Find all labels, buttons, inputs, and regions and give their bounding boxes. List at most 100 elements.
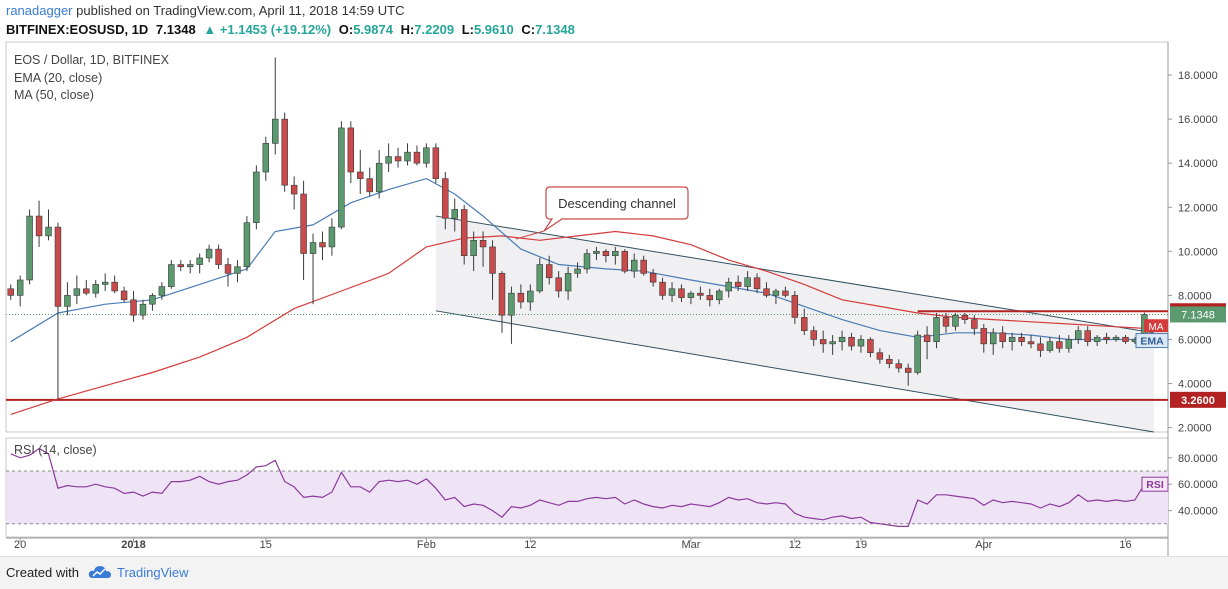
candle-body	[545, 264, 553, 279]
candle-body	[961, 314, 969, 320]
candle-body	[942, 317, 950, 327]
price-chart[interactable]: 18.0000 16.0000 14.0000 12.0000 10.0000 8.000…	[0, 0, 1228, 556]
level-tag	[1170, 391, 1226, 408]
rsi-tick-label: 60.0000	[1178, 479, 1218, 491]
rsi-tag-label: RSI	[1146, 479, 1164, 491]
candle-body	[999, 332, 1006, 342]
open-label: O:	[338, 22, 354, 37]
candle-body	[1093, 336, 1101, 342]
legend-ma: MA (50, close)	[14, 88, 94, 102]
change-value: ▲ +1.1453 (+19.12%)	[203, 22, 332, 37]
candle-body	[385, 156, 392, 164]
footer-bar: Created with TradingView	[0, 556, 1228, 589]
legend-title: EOS / Dollar, 1D, BITFINEX	[14, 53, 169, 67]
candle-body	[120, 290, 128, 301]
author-link[interactable]: ranadagger	[6, 3, 73, 18]
publish-text: published on TradingView.com, April 11, …	[76, 3, 405, 18]
candle-body	[876, 352, 884, 360]
candle-body	[16, 279, 24, 296]
candle-body	[26, 215, 33, 281]
tradingview-brand-link[interactable]: TradingView	[117, 565, 189, 580]
ma-line	[10, 230, 1154, 415]
candle-body	[536, 264, 543, 292]
x-tick-label: Mar	[681, 539, 700, 551]
candle-body	[45, 226, 52, 237]
rsi-tick-label: 40.0000	[1178, 506, 1218, 518]
annotation-text: Descending channel	[558, 196, 676, 211]
legend-ema: EMA (20, close)	[14, 71, 103, 85]
candle-body	[1065, 339, 1073, 349]
candle-body	[952, 314, 959, 327]
ema-tag	[1135, 333, 1169, 349]
candle-body	[64, 295, 71, 307]
candle-body	[989, 332, 997, 345]
candle-body	[7, 288, 14, 296]
high-label: H:	[400, 22, 415, 37]
candle-body	[413, 151, 421, 164]
candle-body	[508, 292, 515, 316]
open-value: 5.9874	[353, 22, 393, 37]
candle-body	[375, 162, 383, 193]
candle-body	[319, 242, 326, 248]
candle-body	[404, 151, 411, 162]
candle-body	[1122, 336, 1129, 342]
last-price-tag-label: 7.1348	[1181, 309, 1215, 321]
candle-body	[470, 240, 477, 257]
x-tick-label: 12	[789, 539, 801, 551]
candle-body	[716, 290, 723, 301]
x-tick-label: Apr	[975, 539, 992, 551]
candle-body	[423, 147, 430, 164]
x-tick-label: 19	[855, 539, 867, 551]
candle-body	[442, 178, 449, 219]
candle-body	[130, 299, 137, 316]
annotation-callout	[543, 186, 689, 232]
y-tick-label: 10.0000	[1178, 246, 1218, 258]
y-tick-label: 18.0000	[1178, 70, 1218, 82]
channel-lower-line	[435, 310, 1154, 433]
candle-body	[980, 328, 988, 345]
candle-body	[791, 295, 799, 318]
candle-body	[224, 264, 232, 274]
high-value: 7.2209	[414, 22, 455, 37]
candle-body	[857, 339, 865, 347]
rsi-tick-label: 80.0000	[1178, 453, 1218, 465]
close-value: 7.1348	[535, 22, 575, 37]
candle-body	[1008, 336, 1016, 342]
candle-body	[479, 240, 487, 248]
candle-body	[262, 143, 270, 173]
x-tick-label: 2018	[121, 539, 145, 551]
legend-rsi: RSI (14, close)	[14, 443, 97, 457]
candle-body	[838, 336, 846, 342]
candle-body	[35, 215, 43, 237]
candle-body	[772, 290, 780, 296]
candle-body	[92, 284, 99, 294]
ma-tag-label: MA	[1149, 322, 1164, 333]
candle-body	[489, 246, 496, 274]
candle-body	[1103, 336, 1110, 340]
candle-body	[725, 281, 732, 292]
candle-body	[744, 277, 751, 287]
candle-body	[602, 251, 610, 257]
candle-body	[158, 286, 166, 296]
candle-body	[215, 248, 222, 265]
y-tick-label: 6.0000	[1178, 334, 1212, 346]
candle-body	[272, 118, 279, 144]
candle-body	[914, 334, 921, 373]
candle-body	[366, 178, 373, 193]
rsi-band	[6, 471, 1168, 524]
candle-body	[564, 273, 572, 292]
last-price: 7.1348	[155, 22, 196, 37]
candle-body	[810, 330, 817, 340]
y-tick-label: 2.0000	[1178, 423, 1212, 435]
candle-body	[923, 334, 931, 342]
candle-body	[300, 193, 307, 254]
candle-body	[1084, 330, 1091, 342]
candle-body	[338, 127, 345, 228]
candle-body	[612, 251, 619, 257]
candle-body	[621, 251, 629, 272]
y-tick-label: 8.0000	[1178, 290, 1212, 302]
candle-body	[1056, 341, 1063, 349]
candle-body	[886, 358, 893, 364]
candle-body	[73, 288, 81, 296]
y-tick-label: 16.0000	[1178, 114, 1218, 126]
